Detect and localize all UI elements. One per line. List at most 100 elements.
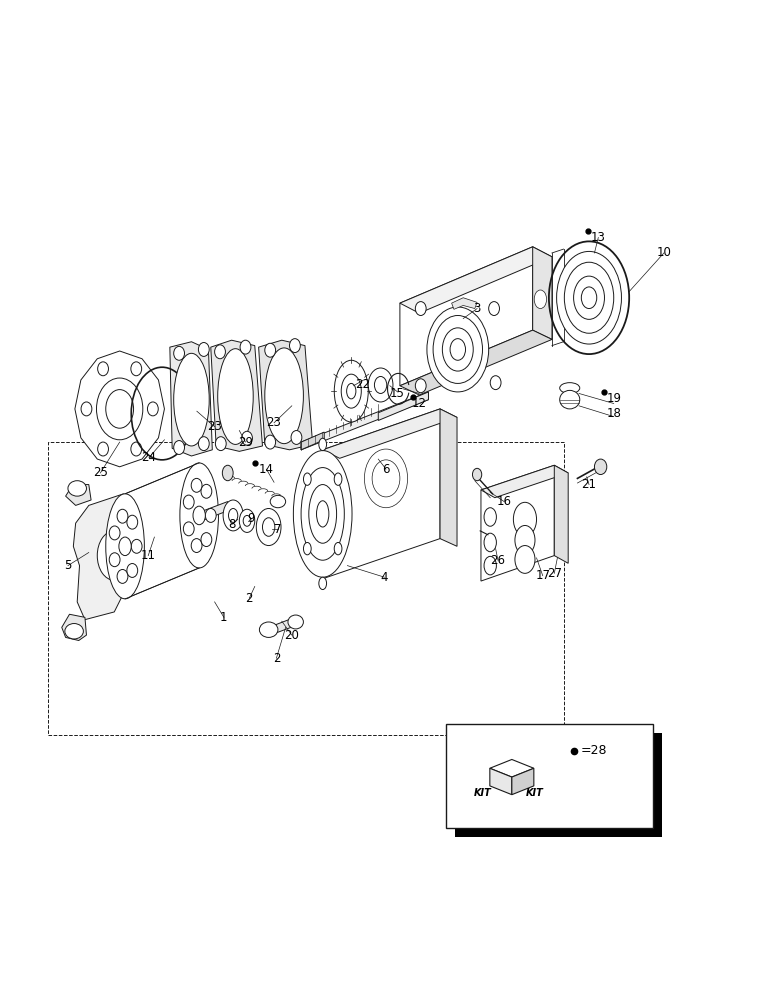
Ellipse shape [205, 508, 216, 522]
Ellipse shape [515, 546, 535, 573]
Ellipse shape [368, 368, 393, 402]
Text: 2: 2 [245, 592, 253, 605]
Ellipse shape [240, 340, 251, 354]
Ellipse shape [262, 518, 275, 536]
Ellipse shape [96, 378, 143, 440]
Text: 14: 14 [259, 463, 274, 476]
Text: 5: 5 [64, 559, 72, 572]
Text: 24: 24 [141, 451, 157, 464]
Polygon shape [199, 502, 228, 522]
Text: 4: 4 [381, 571, 388, 584]
Ellipse shape [442, 328, 473, 371]
Ellipse shape [97, 442, 108, 456]
Ellipse shape [288, 615, 303, 629]
Ellipse shape [256, 508, 281, 546]
Ellipse shape [427, 307, 489, 392]
Ellipse shape [97, 531, 131, 580]
Ellipse shape [303, 542, 311, 555]
Polygon shape [170, 342, 212, 456]
Ellipse shape [513, 502, 537, 536]
Polygon shape [512, 768, 533, 795]
Polygon shape [481, 465, 568, 498]
Polygon shape [323, 409, 457, 458]
Ellipse shape [174, 346, 185, 360]
Ellipse shape [97, 362, 108, 376]
Polygon shape [125, 463, 199, 599]
Ellipse shape [130, 362, 141, 376]
Ellipse shape [215, 345, 225, 359]
Ellipse shape [472, 468, 482, 481]
Text: 13: 13 [591, 231, 606, 244]
Text: 19: 19 [606, 392, 621, 405]
Text: 6: 6 [382, 463, 390, 476]
Ellipse shape [109, 526, 120, 540]
Ellipse shape [564, 262, 614, 333]
Polygon shape [400, 330, 552, 395]
Text: 15: 15 [390, 387, 405, 400]
Ellipse shape [131, 539, 142, 553]
Ellipse shape [117, 569, 128, 583]
Text: 11: 11 [141, 549, 156, 562]
Text: 27: 27 [547, 567, 562, 580]
Ellipse shape [319, 438, 327, 451]
Ellipse shape [334, 542, 342, 555]
Text: 21: 21 [581, 478, 597, 491]
Ellipse shape [270, 495, 286, 508]
Text: 17: 17 [535, 569, 550, 582]
Polygon shape [323, 409, 440, 579]
Ellipse shape [223, 500, 243, 531]
Ellipse shape [450, 339, 466, 360]
Ellipse shape [229, 508, 238, 522]
Text: 18: 18 [606, 407, 621, 420]
Ellipse shape [174, 441, 185, 454]
Polygon shape [554, 465, 568, 563]
Ellipse shape [243, 515, 251, 526]
Ellipse shape [265, 435, 276, 449]
Ellipse shape [574, 276, 604, 319]
Text: 1: 1 [220, 611, 228, 624]
Ellipse shape [81, 402, 92, 416]
Text: KIT: KIT [474, 788, 491, 798]
Ellipse shape [290, 339, 300, 353]
Ellipse shape [341, 374, 361, 408]
Ellipse shape [174, 353, 209, 446]
Polygon shape [211, 340, 262, 451]
Ellipse shape [215, 437, 226, 451]
Text: 23: 23 [207, 420, 222, 433]
Ellipse shape [415, 302, 426, 315]
Text: 8: 8 [228, 518, 235, 531]
Ellipse shape [265, 348, 303, 444]
Text: 29: 29 [238, 436, 253, 449]
Ellipse shape [484, 508, 496, 526]
Ellipse shape [65, 624, 83, 639]
Ellipse shape [265, 343, 276, 357]
Polygon shape [62, 614, 86, 641]
Ellipse shape [484, 556, 496, 575]
Ellipse shape [109, 553, 120, 567]
Polygon shape [75, 351, 164, 467]
Ellipse shape [372, 460, 400, 497]
Ellipse shape [364, 449, 408, 508]
Text: KIT: KIT [527, 788, 543, 798]
Polygon shape [400, 247, 533, 386]
Text: =28: =28 [581, 744, 607, 757]
Text: 7: 7 [274, 523, 282, 536]
Ellipse shape [560, 390, 580, 409]
Ellipse shape [130, 442, 141, 456]
Ellipse shape [347, 383, 356, 399]
Ellipse shape [222, 465, 233, 481]
Polygon shape [259, 340, 313, 450]
Ellipse shape [489, 302, 499, 315]
Ellipse shape [259, 622, 278, 637]
Ellipse shape [334, 473, 342, 485]
Polygon shape [378, 392, 428, 420]
Ellipse shape [303, 473, 311, 485]
Polygon shape [452, 298, 477, 309]
Ellipse shape [147, 402, 158, 416]
Text: 10: 10 [656, 246, 672, 259]
Ellipse shape [334, 360, 368, 422]
Ellipse shape [293, 451, 352, 577]
Ellipse shape [117, 509, 128, 523]
Polygon shape [301, 432, 324, 450]
Polygon shape [73, 494, 130, 620]
